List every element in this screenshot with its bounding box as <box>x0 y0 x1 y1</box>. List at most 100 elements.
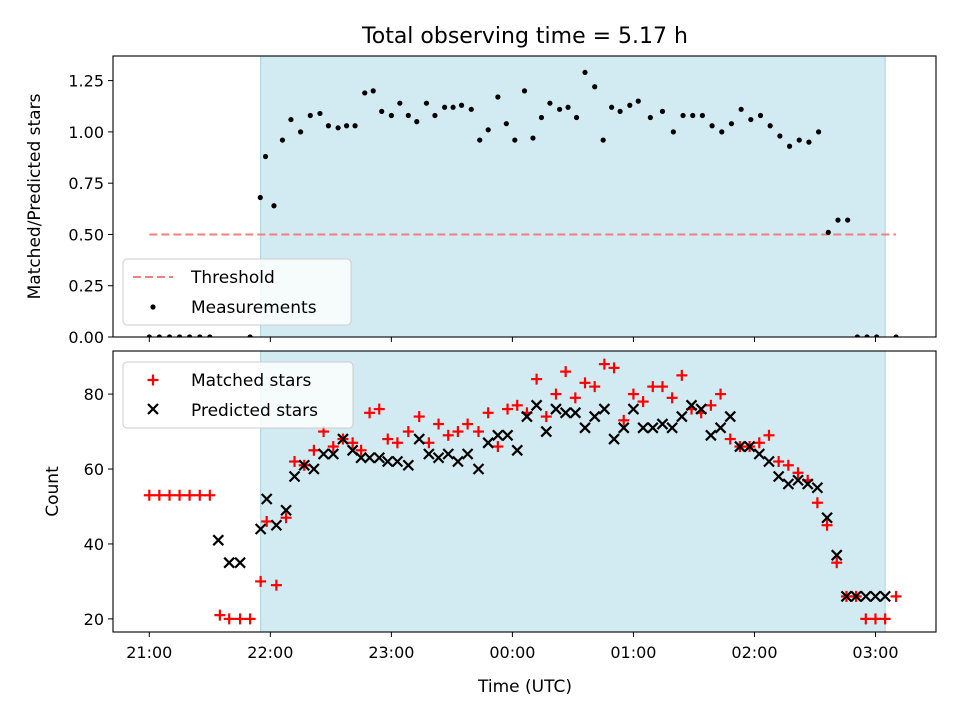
predicted-star-point <box>402 459 415 472</box>
predicted-star-point <box>772 470 785 483</box>
measurement-point <box>495 94 501 100</box>
measurement-point <box>423 100 430 106</box>
predicted-star-point <box>685 399 698 412</box>
measurement-point <box>370 88 376 94</box>
matched-star-point <box>223 613 235 625</box>
legend-predicted-swatch <box>147 403 159 415</box>
matched-star-point <box>869 613 881 625</box>
measurement-point <box>647 114 653 121</box>
measurement-point <box>680 112 686 119</box>
measurement-point <box>146 334 152 337</box>
predicted-star-point <box>381 455 394 468</box>
legend-count: Matched stars Predicted stars <box>122 361 354 429</box>
x-tick-label: 21:00 <box>126 643 172 662</box>
matched-star-point <box>194 489 206 501</box>
measurement-point <box>530 135 536 141</box>
measurement-point <box>617 108 623 114</box>
predicted-star-point <box>260 493 273 505</box>
predicted-star-point <box>482 437 494 449</box>
matched-star-point <box>656 381 668 393</box>
x-tick-label: 01:00 <box>610 643 656 662</box>
predicted-star-point <box>588 410 601 423</box>
x-tick-label: 22:00 <box>247 643 293 662</box>
predicted-star-point <box>452 455 464 468</box>
matched-star-point <box>579 377 591 389</box>
observing-window-ratio <box>260 55 886 338</box>
predicted-star-point <box>212 534 225 546</box>
measurement-point <box>521 88 528 94</box>
measurement-point <box>477 137 483 143</box>
measurement-point <box>335 125 341 131</box>
matched-star-point <box>433 418 445 430</box>
measurement-point <box>207 334 213 337</box>
matched-star-point <box>502 403 514 415</box>
matched-star-point <box>261 515 273 527</box>
predicted-star-point <box>254 523 267 535</box>
legend-measurement-label: Measurements <box>191 298 317 318</box>
predicted-star-point <box>472 463 485 475</box>
predicted-star-point <box>234 556 246 569</box>
measurement-point <box>503 121 509 127</box>
matched-star-point <box>890 590 902 602</box>
matched-star-point <box>598 358 610 370</box>
matched-star-point <box>724 433 736 445</box>
measurement-point <box>845 217 851 223</box>
legend-matched-label: Matched stars <box>191 371 311 391</box>
predicted-star-point <box>442 448 455 460</box>
measurement-point <box>699 112 706 119</box>
measurement-point <box>738 106 744 112</box>
matched-star-point <box>666 392 678 404</box>
matched-star-point <box>676 369 688 381</box>
measurement-point <box>257 194 263 201</box>
measurement-point <box>582 69 588 76</box>
matched-star-point <box>550 388 562 400</box>
measurement-point <box>176 334 183 337</box>
matched-star-point <box>153 489 165 501</box>
matched-star-point <box>715 388 727 400</box>
measurement-point <box>659 108 666 114</box>
matched-star-point <box>270 579 282 591</box>
measurement-point <box>458 102 465 108</box>
predicted-star-point <box>811 481 824 494</box>
matched-star-point <box>452 426 464 438</box>
measurement-point <box>442 104 448 110</box>
measurement-point <box>565 104 571 110</box>
predicted-star-point <box>579 422 591 434</box>
legend-box <box>122 361 354 429</box>
matched-star-point <box>531 373 543 385</box>
measurement-point <box>288 116 294 123</box>
predicted-star-point <box>501 429 514 442</box>
measurement-point <box>297 129 304 135</box>
matched-star-point <box>308 444 320 456</box>
measurement-point <box>197 334 203 337</box>
predicted-star-point <box>288 470 301 483</box>
x-tick-label: 23:00 <box>368 643 414 662</box>
matched-star-point <box>382 433 394 445</box>
y-tick-label-ratio: 0.00 <box>68 328 104 347</box>
measurement-point <box>757 112 764 119</box>
matched-star-point <box>492 441 504 453</box>
y-tick-label-ratio: 0.25 <box>68 277 104 296</box>
matched-star-point <box>289 456 301 468</box>
matched-star-point <box>589 381 601 393</box>
predicted-star-point <box>714 422 727 434</box>
measurement-point <box>796 137 802 143</box>
y-tick-label-ratio: 1.25 <box>68 72 104 91</box>
x-tick-label: 02:00 <box>731 643 777 662</box>
predicted-star-point <box>270 519 283 531</box>
measurement-point <box>609 104 615 110</box>
measurement-point <box>806 139 812 145</box>
legend-matched-swatch <box>147 374 159 386</box>
matched-star-point <box>608 362 620 374</box>
matched-star-point <box>234 613 246 625</box>
predicted-star-point <box>223 556 235 569</box>
predicted-star-point <box>705 429 717 442</box>
y-tick-label-count: 60 <box>84 460 104 479</box>
matched-star-point <box>402 426 414 438</box>
measurement-point <box>247 334 253 337</box>
predicted-star-point <box>869 590 882 603</box>
plot-area-ratio <box>146 69 899 337</box>
measurement-point <box>748 116 754 123</box>
measurement-point <box>893 334 899 337</box>
measurement-point <box>835 217 841 223</box>
